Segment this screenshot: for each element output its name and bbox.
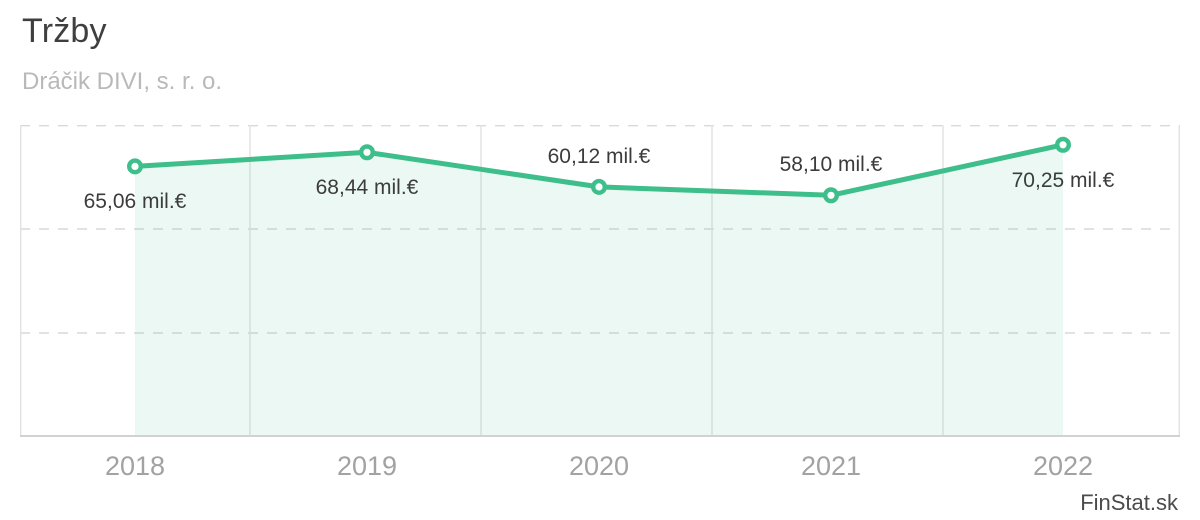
finstat-watermark: FinStat.sk [1080, 490, 1178, 515]
data-point-marker[interactable] [823, 187, 840, 204]
line-chart-canvas [19, 124, 1181, 438]
x-axis-label: 2019 [336, 451, 398, 481]
x-axis-label: 2022 [1032, 451, 1094, 481]
x-axis-label: 2021 [800, 451, 862, 481]
plot-area: 65,06 mil.€ 68,44 mil.€ 60,12 mil.€ 58,10 m… [19, 124, 1181, 481]
x-axis-label: 2018 [104, 451, 166, 481]
data-point-marker[interactable] [591, 178, 608, 195]
data-point-marker[interactable] [359, 144, 376, 161]
area-fill [135, 144, 1063, 438]
x-axis-label: 2020 [568, 451, 630, 481]
data-point-marker[interactable] [1054, 136, 1071, 153]
chart-title: Tržby [22, 12, 107, 50]
chart-subtitle: Dráčik DIVI, s. r. o. [22, 68, 223, 95]
data-point-marker[interactable] [126, 158, 143, 175]
